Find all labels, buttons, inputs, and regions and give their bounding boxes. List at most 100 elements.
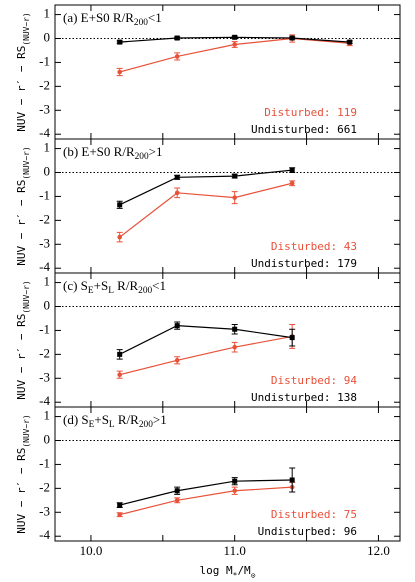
x-tick-label: 12.0: [367, 543, 390, 558]
y-tick-label: -3: [39, 101, 50, 116]
text-part: NUV − r′ − RS: [15, 448, 28, 534]
legend-entry: Disturbed: 94: [271, 374, 357, 387]
y-tick-label: -1: [39, 321, 50, 336]
series-line: [119, 325, 293, 355]
panel-title: (b) E+S0 R/R200>1: [63, 144, 162, 162]
y-tick-label: 0: [44, 431, 51, 446]
text-part: R/R: [114, 278, 139, 293]
marker: [289, 180, 295, 186]
marker: [174, 174, 180, 180]
marker: [289, 35, 295, 41]
y-tick-label: -2: [39, 479, 50, 494]
y-tick-label: -3: [39, 235, 50, 250]
y-tick-label: -4: [39, 393, 50, 408]
legend-entry: Disturbed: 43: [271, 240, 357, 253]
y-tick-label: 1: [44, 274, 51, 289]
series-line: [119, 169, 293, 206]
marker: [174, 190, 180, 196]
marker: [117, 69, 122, 75]
text-part: <1: [152, 278, 166, 293]
marker: [117, 372, 122, 377]
panel-frame: [54, 406, 401, 542]
marker: [117, 512, 122, 517]
legend-entry: Undisturbed: 138: [251, 391, 357, 404]
text-part: R/R: [115, 412, 140, 427]
text-part: (b) E+S0 R/R: [63, 144, 135, 159]
y-axis-label: NUV − r′ − RS(NUV−r): [15, 12, 31, 131]
y-tick-label: -2: [39, 77, 50, 92]
text-part: (NUV−r): [22, 280, 31, 313]
text-part: ⊙: [251, 571, 256, 580]
text-part: L: [109, 420, 115, 430]
marker: [117, 351, 123, 357]
text-part: 200: [139, 420, 153, 430]
marker: [117, 202, 123, 208]
marker: [174, 35, 180, 41]
series-line: [119, 486, 293, 516]
y-tick-label: -2: [39, 345, 50, 360]
text-part: L: [108, 286, 114, 296]
text-part: E: [88, 286, 94, 296]
text-part: (a) E+S0 R/R: [63, 10, 134, 25]
marker: [174, 498, 180, 503]
text-part: +S: [94, 412, 109, 427]
marker: [117, 234, 122, 240]
text-part: >1: [149, 144, 163, 159]
marker: [232, 34, 238, 40]
marker: [117, 502, 123, 508]
marker: [232, 478, 238, 484]
text-part: <1: [148, 10, 162, 25]
text-part: (NUV−r): [22, 12, 31, 45]
text-part: 200: [138, 286, 152, 296]
text-part: (NUV−r): [22, 146, 31, 179]
text-part: (NUV−r): [22, 414, 31, 447]
marker: [347, 39, 353, 45]
text-part: +S: [94, 278, 109, 293]
marker: [232, 195, 237, 200]
y-tick-label: -2: [39, 211, 50, 226]
legend-entry: Disturbed: 119: [264, 106, 357, 119]
text-part: (d) S: [63, 412, 89, 427]
series-line: [119, 182, 293, 238]
y-axis-label: NUV − r′ − RS(NUV−r): [15, 414, 31, 533]
marker: [289, 167, 295, 173]
text-part: log M: [200, 564, 233, 577]
y-tick-label: 0: [44, 29, 51, 44]
y-tick-label: -4: [39, 259, 50, 274]
text-part: /M: [237, 564, 251, 577]
marker: [289, 477, 295, 483]
series-line: [119, 479, 293, 506]
panel-title: (a) E+S0 R/R200<1: [63, 10, 162, 28]
x-tick-label: 11.0: [224, 543, 246, 558]
series-line: [119, 335, 293, 376]
x-tick-label: 10.0: [80, 543, 103, 558]
marker: [174, 54, 180, 59]
y-tick-label: -1: [39, 187, 50, 202]
marker: [117, 39, 123, 45]
y-tick-label: -3: [39, 369, 50, 384]
y-tick-label: 1: [44, 6, 51, 21]
y-tick-label: -3: [39, 503, 50, 518]
y-tick-label: -1: [39, 53, 50, 68]
marker: [174, 358, 180, 363]
y-tick-label: 1: [44, 408, 51, 423]
panel-title: (d) SE+SL R/R200>1: [63, 412, 167, 430]
y-tick-label: 1: [44, 140, 51, 155]
y-axis-label: NUV − r′ − RS(NUV−r): [15, 280, 31, 399]
marker: [232, 344, 237, 350]
marker: [174, 323, 180, 329]
x-axis-label: log M*/M⊙: [200, 564, 256, 580]
marker: [232, 173, 238, 179]
marker: [232, 326, 238, 332]
y-tick-label: 0: [44, 297, 51, 312]
marker: [174, 488, 180, 494]
y-axis-label: NUV − r′ − RS(NUV−r): [15, 146, 31, 265]
legend-entry: Disturbed: 75: [271, 508, 357, 521]
legend-entry: Undisturbed: 179: [251, 257, 357, 270]
panel-title: (c) SE+SL R/R200<1: [63, 278, 166, 296]
y-tick-label: 0: [44, 163, 51, 178]
text-part: 200: [134, 18, 148, 28]
text-part: E: [89, 420, 95, 430]
